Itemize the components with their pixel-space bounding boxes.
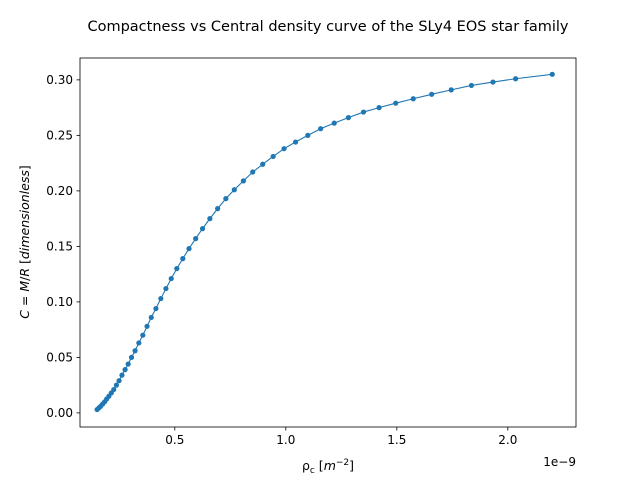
data-point <box>292 139 299 145</box>
data-point <box>186 246 192 252</box>
data-point <box>116 378 122 384</box>
x-axis-offset-label: 1e−9 <box>543 455 576 469</box>
y-tick-label: 0.00 <box>46 406 73 420</box>
data-point <box>163 285 169 292</box>
x-axis-label: ρc [m−2] <box>302 458 354 476</box>
data-point <box>260 161 266 167</box>
data-point <box>132 348 138 354</box>
chart-title: Compactness vs Central density curve of … <box>87 19 568 35</box>
x-tick-label: 1.5 <box>387 433 406 447</box>
data-point <box>549 71 555 77</box>
data-point <box>199 226 206 232</box>
data-point <box>122 367 128 373</box>
y-tick-label: 0.20 <box>46 184 73 198</box>
data-point <box>128 354 135 360</box>
data-point <box>305 132 311 138</box>
data-point <box>281 146 287 152</box>
data-point <box>429 91 435 97</box>
data-point <box>148 314 154 321</box>
data-point <box>174 265 180 272</box>
data-point <box>111 386 117 393</box>
data-point <box>153 305 159 312</box>
data-point <box>215 206 221 212</box>
data-point <box>468 82 475 89</box>
y-axis-label: C = M/R [dimensionless] <box>17 165 32 319</box>
y-tick-label: 0.10 <box>46 295 73 309</box>
x-axis-ticks: 0.5 1.0 1.5 2.0 <box>165 427 517 447</box>
data-point <box>125 361 131 367</box>
y-tick-label: 0.25 <box>46 129 73 143</box>
data-point <box>113 382 120 388</box>
data-point <box>223 196 229 202</box>
series-layer <box>94 71 555 413</box>
x-tick-label: 2.0 <box>498 433 517 447</box>
plot-area <box>80 58 576 427</box>
data-point <box>207 216 213 222</box>
data-point <box>168 275 174 282</box>
data-point <box>360 109 367 115</box>
data-point <box>240 178 247 184</box>
plot-frame <box>79 57 577 428</box>
y-axis-ticks: 0.00 0.05 0.10 0.15 0.20 0.25 0.30 <box>46 73 80 420</box>
data-point <box>231 187 237 193</box>
data-point <box>318 126 324 132</box>
x-tick-label: 0.5 <box>165 433 184 447</box>
data-point <box>140 332 146 338</box>
data-point <box>158 295 164 302</box>
data-point <box>136 340 142 346</box>
data-point <box>448 87 454 93</box>
data-point <box>393 100 399 106</box>
data-point <box>180 256 186 262</box>
data-point <box>410 96 416 102</box>
data-point <box>345 115 352 121</box>
data-point <box>250 169 256 175</box>
x-tick-label: 1.0 <box>276 433 295 447</box>
data-point <box>513 76 519 82</box>
data-point <box>270 153 276 160</box>
data-point <box>193 236 199 242</box>
data-point <box>490 79 496 85</box>
data-point <box>376 105 382 111</box>
y-tick-label: 0.30 <box>46 73 73 87</box>
data-point <box>119 372 125 378</box>
data-point <box>331 120 337 126</box>
y-tick-label: 0.05 <box>46 351 73 365</box>
data-point <box>144 323 150 329</box>
y-tick-label: 0.15 <box>46 240 73 254</box>
